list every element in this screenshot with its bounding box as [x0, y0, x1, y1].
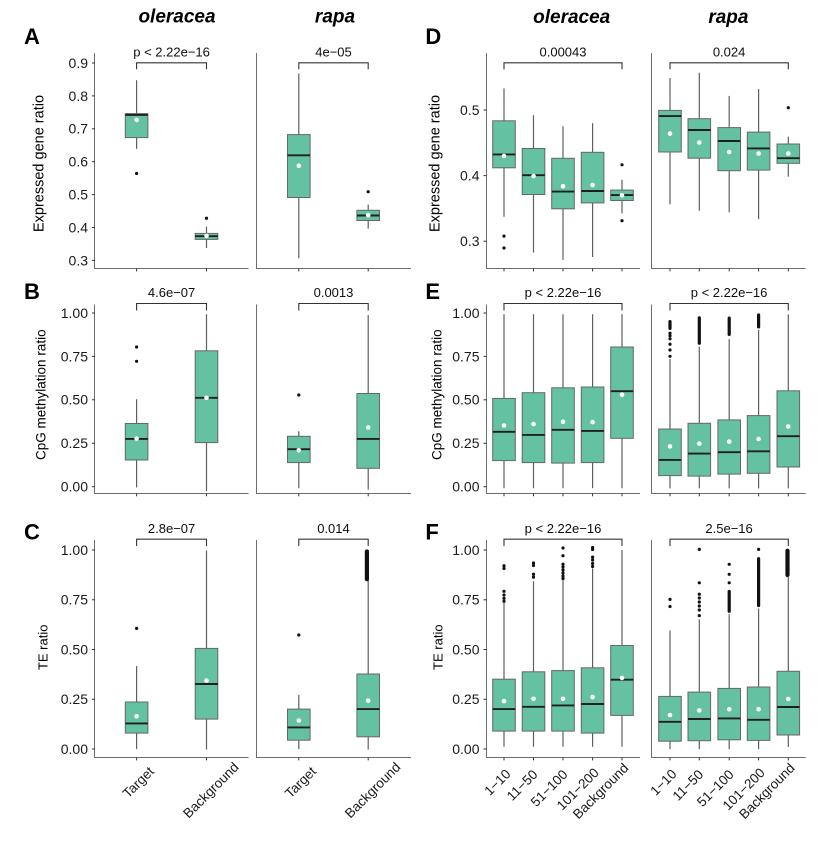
- svg-text:D: D: [425, 24, 441, 49]
- svg-text:F: F: [425, 520, 438, 545]
- svg-text:2.8e−07: 2.8e−07: [148, 521, 195, 536]
- svg-text:0.5: 0.5: [460, 102, 480, 118]
- svg-text:0.8: 0.8: [69, 88, 89, 104]
- svg-text:0.75: 0.75: [452, 348, 479, 364]
- svg-text:p < 2.22e−16: p < 2.22e−16: [691, 285, 768, 300]
- svg-text:0.25: 0.25: [61, 691, 88, 707]
- svg-text:0.00043: 0.00043: [540, 45, 587, 60]
- svg-text:B: B: [24, 279, 40, 304]
- svg-text:0.00: 0.00: [452, 479, 479, 495]
- svg-text:0.3: 0.3: [460, 233, 480, 249]
- svg-text:TE ratio: TE ratio: [35, 625, 50, 671]
- svg-text:0.75: 0.75: [61, 348, 88, 364]
- svg-text:p < 2.22e−16: p < 2.22e−16: [525, 521, 602, 536]
- svg-text:E: E: [425, 279, 440, 304]
- svg-text:0.7: 0.7: [69, 121, 89, 137]
- svg-text:rapa: rapa: [708, 7, 749, 28]
- svg-text:Expressed gene ratio: Expressed gene ratio: [428, 95, 444, 232]
- svg-text:1.00: 1.00: [61, 305, 88, 321]
- svg-text:0.00: 0.00: [61, 479, 88, 495]
- svg-text:0.014: 0.014: [317, 521, 350, 536]
- svg-text:0.50: 0.50: [452, 641, 479, 657]
- svg-text:TE ratio: TE ratio: [431, 624, 446, 670]
- svg-text:0.25: 0.25: [452, 691, 479, 707]
- svg-text:oleracea: oleracea: [533, 7, 611, 28]
- svg-text:p < 2.22e−16: p < 2.22e−16: [133, 45, 210, 60]
- svg-text:0.50: 0.50: [61, 641, 88, 657]
- svg-text:rapa: rapa: [315, 7, 356, 28]
- svg-text:0.50: 0.50: [61, 392, 88, 408]
- svg-text:p < 2.22e−16: p < 2.22e−16: [525, 285, 602, 300]
- svg-text:1.00: 1.00: [452, 305, 479, 321]
- svg-text:CpG methylation ratio: CpG methylation ratio: [33, 329, 48, 460]
- svg-text:1.00: 1.00: [452, 542, 479, 558]
- svg-text:0.9: 0.9: [69, 55, 89, 71]
- svg-text:0.75: 0.75: [61, 592, 88, 608]
- svg-text:0.00: 0.00: [452, 741, 479, 757]
- svg-text:0.25: 0.25: [61, 435, 88, 451]
- svg-text:1.00: 1.00: [61, 542, 88, 558]
- svg-text:2.5e−16: 2.5e−16: [705, 521, 752, 536]
- svg-text:CpG methylation ratio: CpG methylation ratio: [429, 329, 444, 460]
- svg-text:0.3: 0.3: [69, 252, 89, 268]
- svg-text:C: C: [24, 520, 40, 545]
- svg-text:0.00: 0.00: [61, 741, 88, 757]
- svg-text:0.50: 0.50: [452, 392, 479, 408]
- svg-text:0.5: 0.5: [69, 187, 89, 203]
- svg-text:A: A: [24, 24, 40, 49]
- svg-text:Expressed gene ratio: Expressed gene ratio: [31, 95, 47, 232]
- svg-text:0.024: 0.024: [713, 45, 746, 60]
- svg-text:0.4: 0.4: [69, 219, 89, 235]
- svg-text:0.0013: 0.0013: [314, 285, 354, 300]
- svg-text:0.6: 0.6: [69, 154, 89, 170]
- svg-text:oleracea: oleracea: [138, 7, 216, 28]
- svg-text:0.4: 0.4: [460, 168, 480, 184]
- svg-text:0.25: 0.25: [452, 435, 479, 451]
- svg-text:4.6e−07: 4.6e−07: [148, 285, 195, 300]
- svg-text:0.75: 0.75: [452, 592, 479, 608]
- svg-text:4e−05: 4e−05: [315, 45, 352, 60]
